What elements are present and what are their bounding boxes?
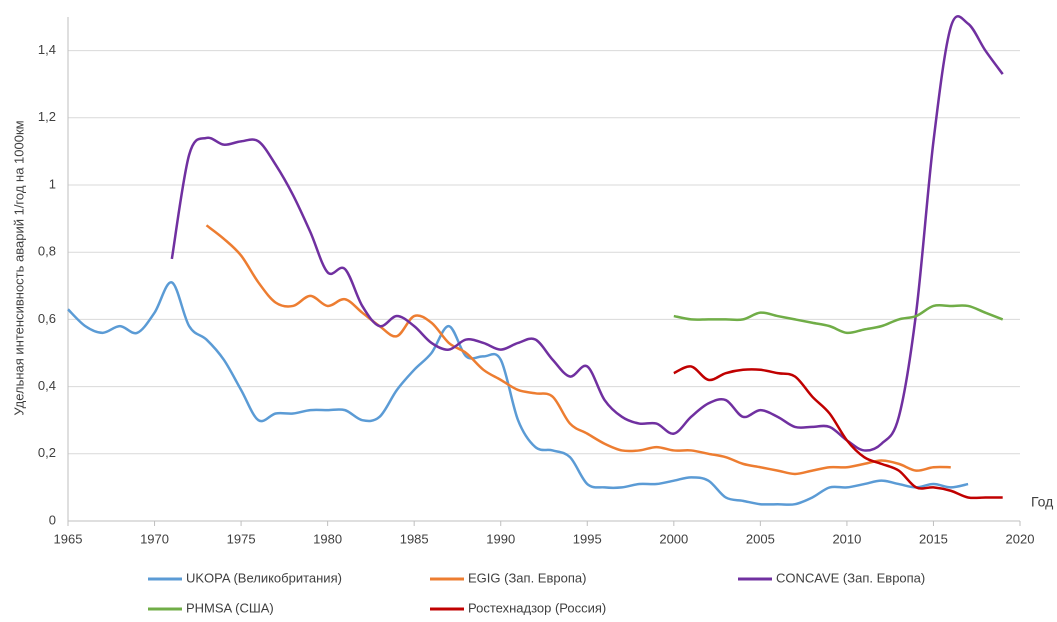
- x-tick-label: 2010: [832, 531, 861, 546]
- data-line: [673, 303, 1004, 335]
- x-tick-label: 1990: [486, 531, 515, 546]
- x-tick-label: 1970: [140, 531, 169, 546]
- data-line: [205, 224, 951, 476]
- data-line: [67, 281, 969, 506]
- legend-label: UKOPA (Великобритания): [186, 570, 342, 585]
- y-tick-label: 0,2: [38, 445, 56, 460]
- x-tick-label: 2020: [1006, 531, 1035, 546]
- legend-label: CONCAVE (Зап. Европа): [776, 570, 925, 585]
- x-axis-label: Год: [1031, 494, 1053, 510]
- legend-label: PHMSA (США): [186, 600, 274, 615]
- y-tick-label: 0,6: [38, 311, 56, 326]
- y-tick-label: 1,4: [38, 42, 56, 57]
- x-tick-label: 2005: [746, 531, 775, 546]
- data-line: [170, 15, 1004, 452]
- y-tick-label: 0,8: [38, 244, 56, 259]
- y-tick-label: 1: [49, 176, 56, 191]
- x-tick-label: 1980: [313, 531, 342, 546]
- x-tick-label: 2015: [919, 531, 948, 546]
- data-line: [673, 365, 1003, 500]
- x-tick-label: 1965: [54, 531, 83, 546]
- y-tick-label: 0,4: [38, 378, 56, 393]
- y-tick-label: 0: [49, 512, 56, 527]
- x-tick-label: 1995: [573, 531, 602, 546]
- x-tick-label: 1975: [227, 531, 256, 546]
- x-tick-label: 1985: [400, 531, 429, 546]
- y-tick-label: 1,2: [38, 109, 56, 124]
- legend-label: Ростехнадзор (Россия): [468, 600, 606, 615]
- legend-label: EGIG (Зап. Европа): [468, 570, 586, 585]
- y-axis-label: Удельная интенсивность аварий 1/год на 1…: [11, 120, 26, 415]
- x-tick-label: 2000: [659, 531, 688, 546]
